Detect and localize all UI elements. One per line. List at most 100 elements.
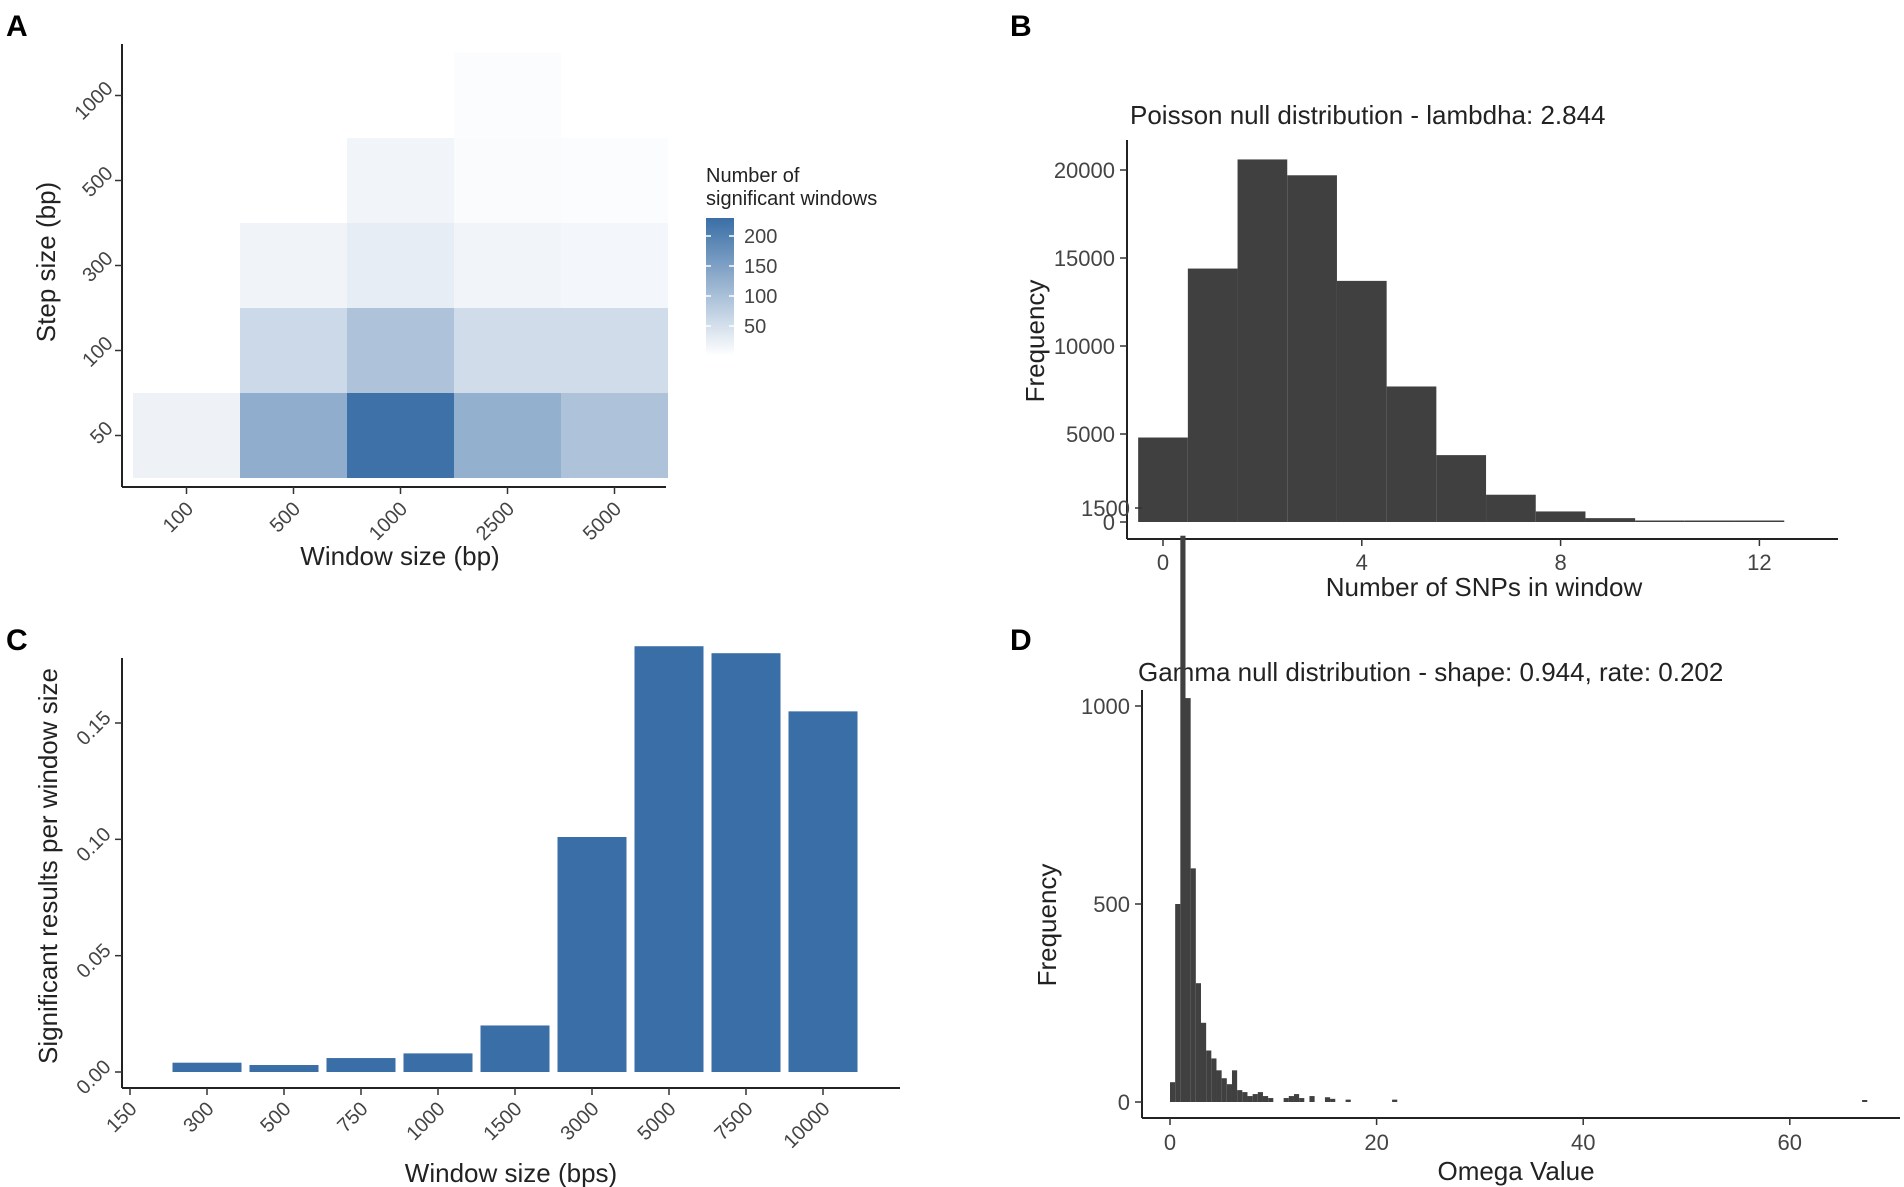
heatmap-cell <box>347 393 454 478</box>
histogram-bar <box>1187 268 1238 522</box>
gamma-x-axis-title: Omega Value <box>1437 1156 1594 1186</box>
histogram-bar <box>1635 520 1685 522</box>
poisson-x-axis-title: Number of SNPs in window <box>1326 572 1643 602</box>
heatmap-cell <box>561 138 668 223</box>
poisson-y-tick-label: 15000 <box>1054 246 1115 271</box>
poisson-x-tick-label: 8 <box>1554 550 1566 575</box>
histogram-bar <box>1262 1096 1269 1102</box>
histogram-bar <box>1190 868 1196 1102</box>
histogram-bar <box>1436 455 1487 522</box>
histogram-bar <box>1252 1094 1258 1102</box>
panel-label-a: A <box>6 10 28 43</box>
gamma-chart-title: Gamma null distribution - shape: 0.944, … <box>1138 657 1723 687</box>
histogram-bar <box>1535 511 1586 522</box>
heatmap-panel: 100 500 1000 2500 5000 50 100 300 500 1000 Window… <box>31 44 877 571</box>
heatmap-cell <box>561 393 668 478</box>
legend-tick-label: 150 <box>744 256 777 278</box>
histogram-bar <box>1392 1099 1398 1102</box>
histogram-bar <box>1336 280 1387 522</box>
bar-x-tick-label: 750 <box>333 1098 372 1137</box>
heatmap-x-tick-label: 100 <box>159 498 198 537</box>
legend-title-line-2: significant windows <box>706 188 877 210</box>
poisson-x-tick-label: 4 <box>1356 550 1368 575</box>
gamma-x-tick-label: 0 <box>1164 1130 1176 1155</box>
histogram-bar <box>1345 1099 1351 1102</box>
bar-x-tick-label: 150 <box>102 1098 141 1137</box>
histogram-bar <box>1200 1022 1207 1102</box>
legend-colorbar <box>706 218 734 356</box>
histogram-bar <box>1231 1070 1238 1102</box>
histogram-bar <box>1242 1092 1248 1102</box>
heatmap-legend: Number of significant windows 200 150 100 5… <box>706 165 877 356</box>
bar-y-tick-label: 0.15 <box>72 707 115 750</box>
histogram-bar <box>1257 1092 1263 1102</box>
bar <box>557 837 627 1072</box>
gamma-y-axis-title: Frequency <box>1032 864 1062 987</box>
heatmap-y-tick-label: 300 <box>78 247 117 286</box>
bar-x-tick-label: 1500 <box>480 1098 527 1145</box>
poisson-x-tick-label: 12 <box>1747 550 1771 575</box>
panel-label-d: D <box>1010 624 1032 657</box>
heatmap-x-tick-label: 500 <box>266 498 305 537</box>
heatmap-cell <box>133 393 240 478</box>
heatmap-cell <box>347 308 454 393</box>
histogram-bar <box>1734 520 1785 522</box>
gamma-x-tick-label: 60 <box>1778 1130 1802 1155</box>
bar-y-tick-label: 0.00 <box>72 1056 115 1099</box>
legend-tick-label: 200 <box>744 226 777 248</box>
histogram-bar <box>1293 1094 1300 1102</box>
histogram-bar <box>1684 520 1735 522</box>
heatmap-cell <box>561 308 668 393</box>
heatmap-cell <box>454 53 561 138</box>
heatmap-x-axis-title: Window size (bp) <box>300 541 499 571</box>
legend-tick-label: 50 <box>744 316 766 338</box>
poisson-y-tick-label: 5000 <box>1066 422 1115 447</box>
histogram-bar <box>1237 159 1288 522</box>
histogram-bar <box>1221 1078 1227 1102</box>
bar-y-tick-label: 0.05 <box>72 940 115 983</box>
bar <box>480 1025 550 1072</box>
poisson-histogram-panel: Poisson null distribution - lambdha: 2.8… <box>1020 100 1838 602</box>
heatmap-cell <box>240 393 347 478</box>
heatmap-x-tick-label: 5000 <box>579 498 626 545</box>
legend-title-line-1: Number of <box>706 165 800 187</box>
bar-x-tick-label: 7500 <box>711 1098 758 1145</box>
histogram-bar <box>1486 494 1536 522</box>
poisson-chart-title: Poisson null distribution - lambdha: 2.8… <box>1130 100 1606 130</box>
bar <box>711 653 781 1072</box>
histogram-bar <box>1195 983 1201 1102</box>
bar <box>249 1065 319 1072</box>
heatmap-cell <box>561 223 668 308</box>
heatmap-cell <box>454 308 561 393</box>
histogram-bar <box>1268 1098 1274 1102</box>
bar-y-axis-title: Significant results per window size <box>33 668 63 1064</box>
histogram-bar <box>1299 1098 1305 1102</box>
histogram-bar <box>1288 1096 1294 1102</box>
gamma-y-tick-label: 500 <box>1093 892 1130 917</box>
poisson-y-axis-title: Frequency <box>1020 280 1050 403</box>
panel-label-c: C <box>6 624 28 657</box>
bar-x-axis-title: Window size (bps) <box>405 1158 617 1187</box>
heatmap-cell <box>454 393 561 478</box>
poisson-x-tick-label: 0 <box>1157 550 1169 575</box>
bar-y-tick-label: 0.10 <box>72 823 115 866</box>
histogram-bar <box>1237 1090 1243 1102</box>
window-bar-panel: 150 300 500 750 1000 1500 3000 5000 7500 10000 0.0… <box>33 646 900 1187</box>
heatmap-y-tick-label: 500 <box>78 162 117 201</box>
poisson-y-tick-label: 0 <box>1103 510 1115 535</box>
heatmap-cell <box>240 308 347 393</box>
gamma-histogram-panel: Gamma null distribution - shape: 0.944, … <box>1032 496 1900 1186</box>
histogram-bar <box>1226 1084 1232 1102</box>
histogram-bar <box>1211 1058 1217 1102</box>
histogram-bar <box>1185 698 1191 1102</box>
histogram-bar <box>1170 1082 1176 1102</box>
heatmap-y-tick-label: 100 <box>78 332 117 371</box>
bar-x-tick-label: 5000 <box>634 1098 681 1145</box>
histogram-bar <box>1386 386 1437 522</box>
bar <box>634 646 704 1072</box>
histogram-bar <box>1180 535 1186 1102</box>
gamma-x-tick-label: 40 <box>1571 1130 1595 1155</box>
gamma-x-tick-label: 20 <box>1364 1130 1388 1155</box>
heatmap-cell <box>347 138 454 223</box>
